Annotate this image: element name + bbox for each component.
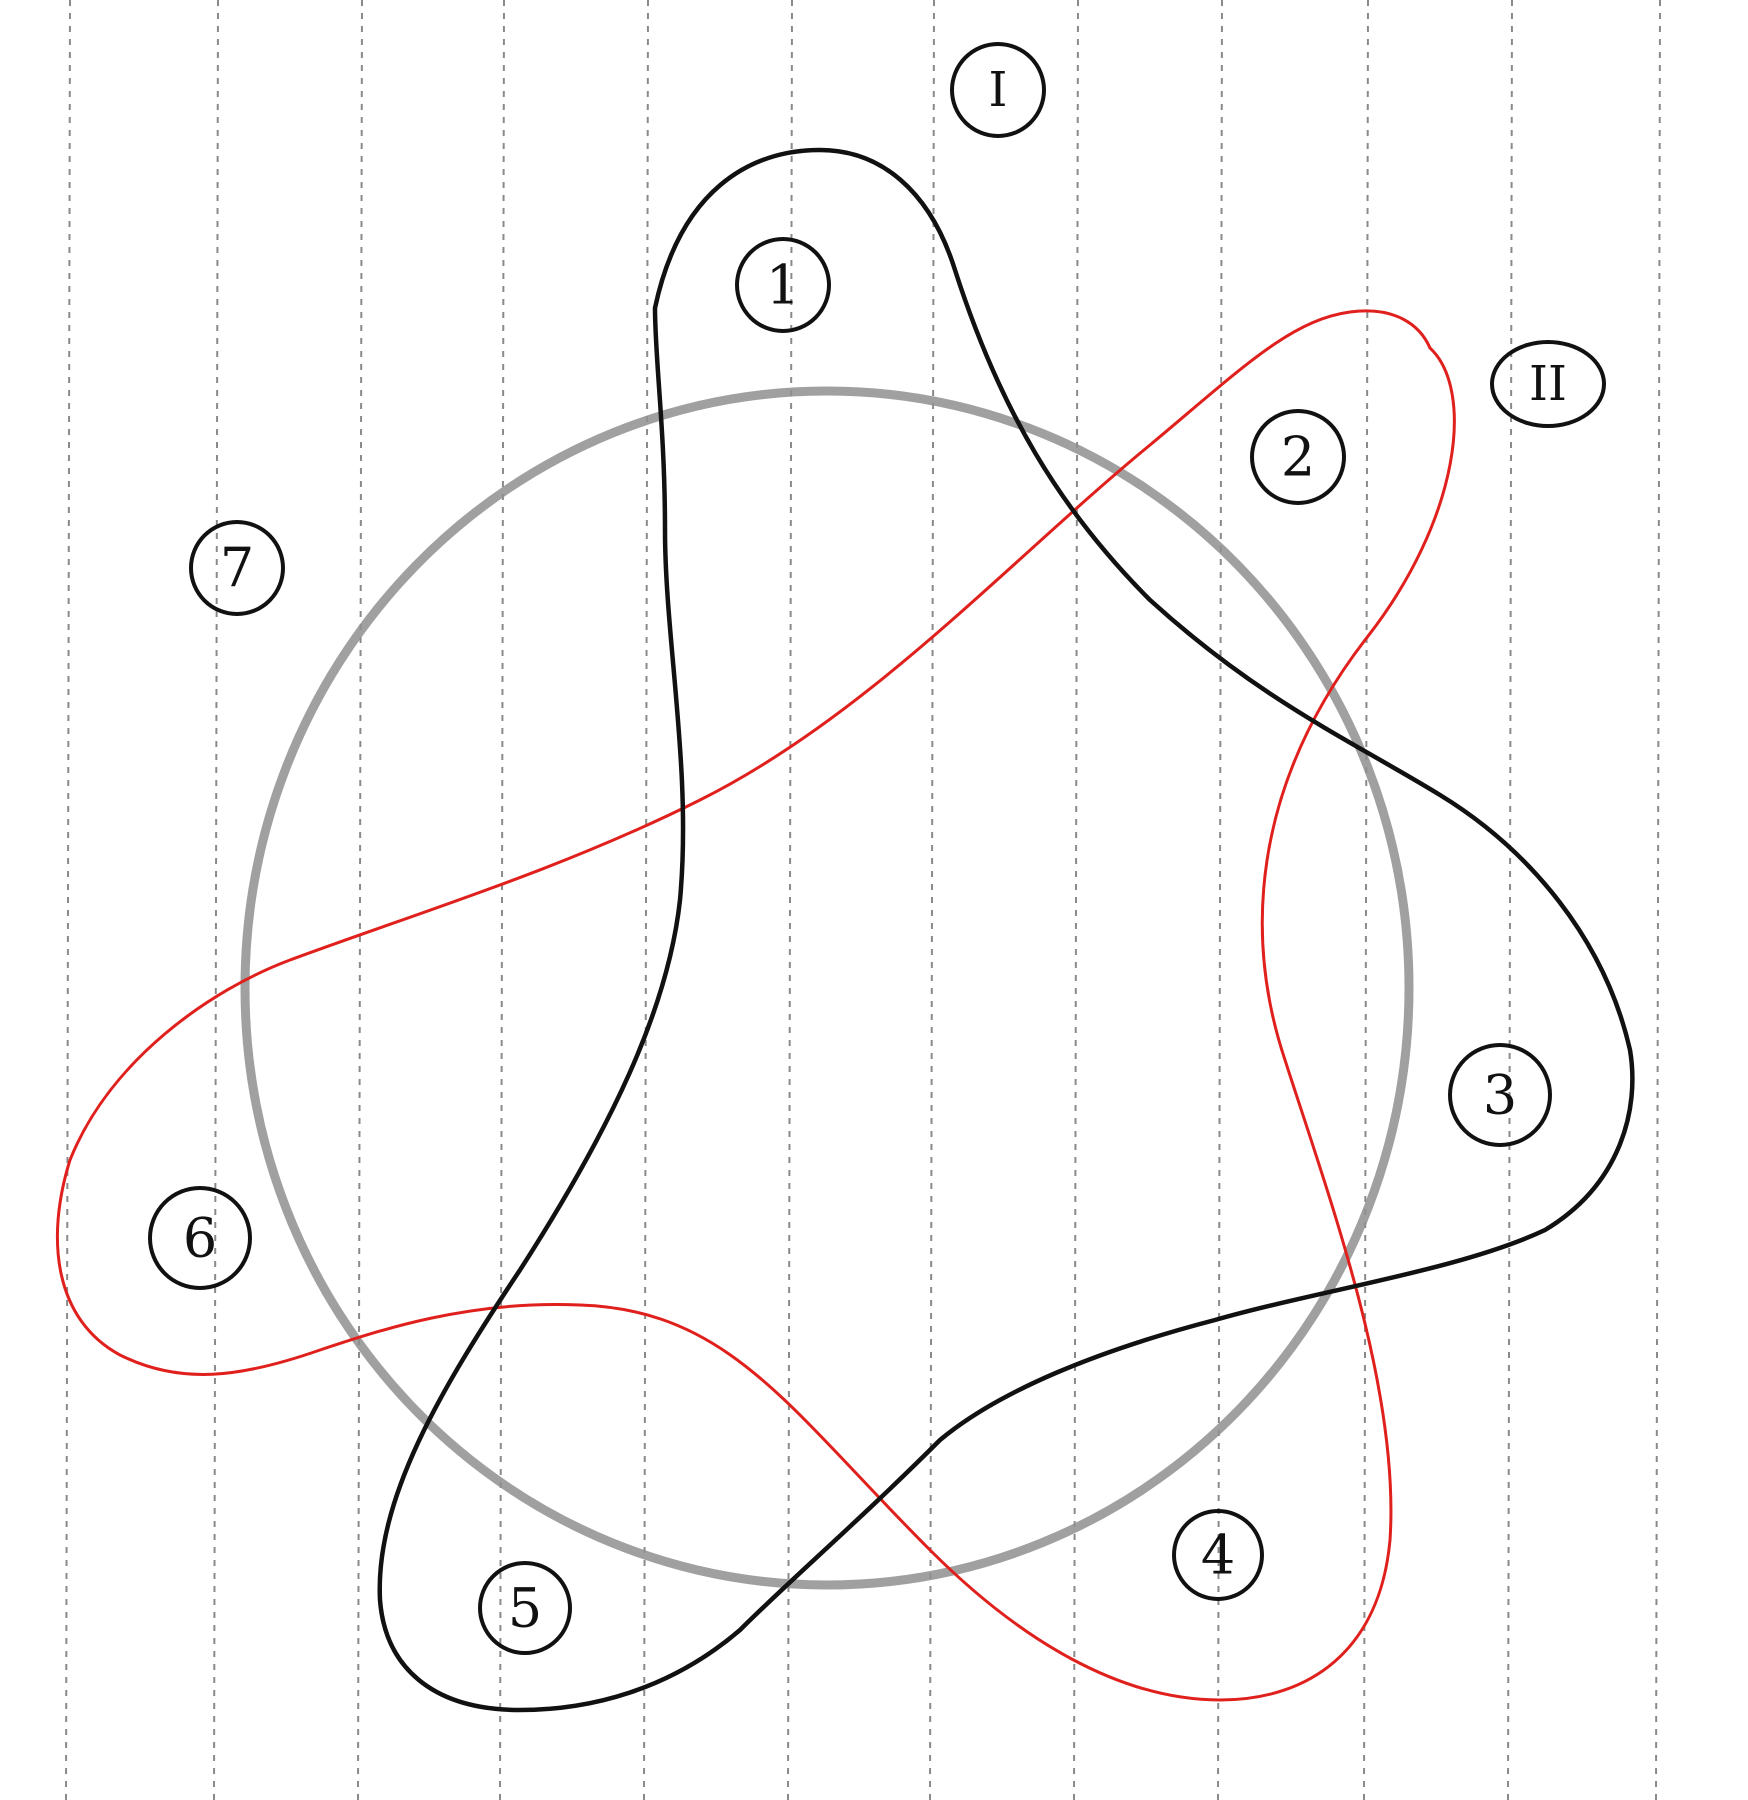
svg-text:II: II bbox=[1529, 356, 1567, 412]
svg-text:4: 4 bbox=[1201, 1524, 1235, 1587]
region-label-1: 1 bbox=[735, 237, 831, 333]
set-I-label: I bbox=[950, 42, 1046, 138]
region-label-4: 4 bbox=[1172, 1509, 1264, 1601]
region-label-3: 3 bbox=[1448, 1043, 1552, 1147]
set-I-curve bbox=[377, 147, 1635, 1713]
svg-text:7: 7 bbox=[220, 537, 254, 600]
region-label-7: 7 bbox=[189, 520, 285, 616]
svg-text:1: 1 bbox=[766, 254, 800, 317]
paper-rules bbox=[65, 0, 1661, 1800]
svg-text:I: I bbox=[989, 62, 1008, 118]
region-label-5: 5 bbox=[478, 1561, 572, 1655]
region-label-6: 6 bbox=[148, 1186, 252, 1290]
set-II-curve bbox=[55, 309, 1456, 1702]
center-circle bbox=[240, 386, 1414, 1590]
svg-text:6: 6 bbox=[183, 1207, 217, 1270]
svg-text:5: 5 bbox=[508, 1577, 542, 1640]
svg-text:2: 2 bbox=[1281, 426, 1315, 489]
set-II-label: II bbox=[1490, 340, 1606, 428]
svg-text:3: 3 bbox=[1483, 1064, 1517, 1127]
region-label-2: 2 bbox=[1250, 409, 1346, 505]
